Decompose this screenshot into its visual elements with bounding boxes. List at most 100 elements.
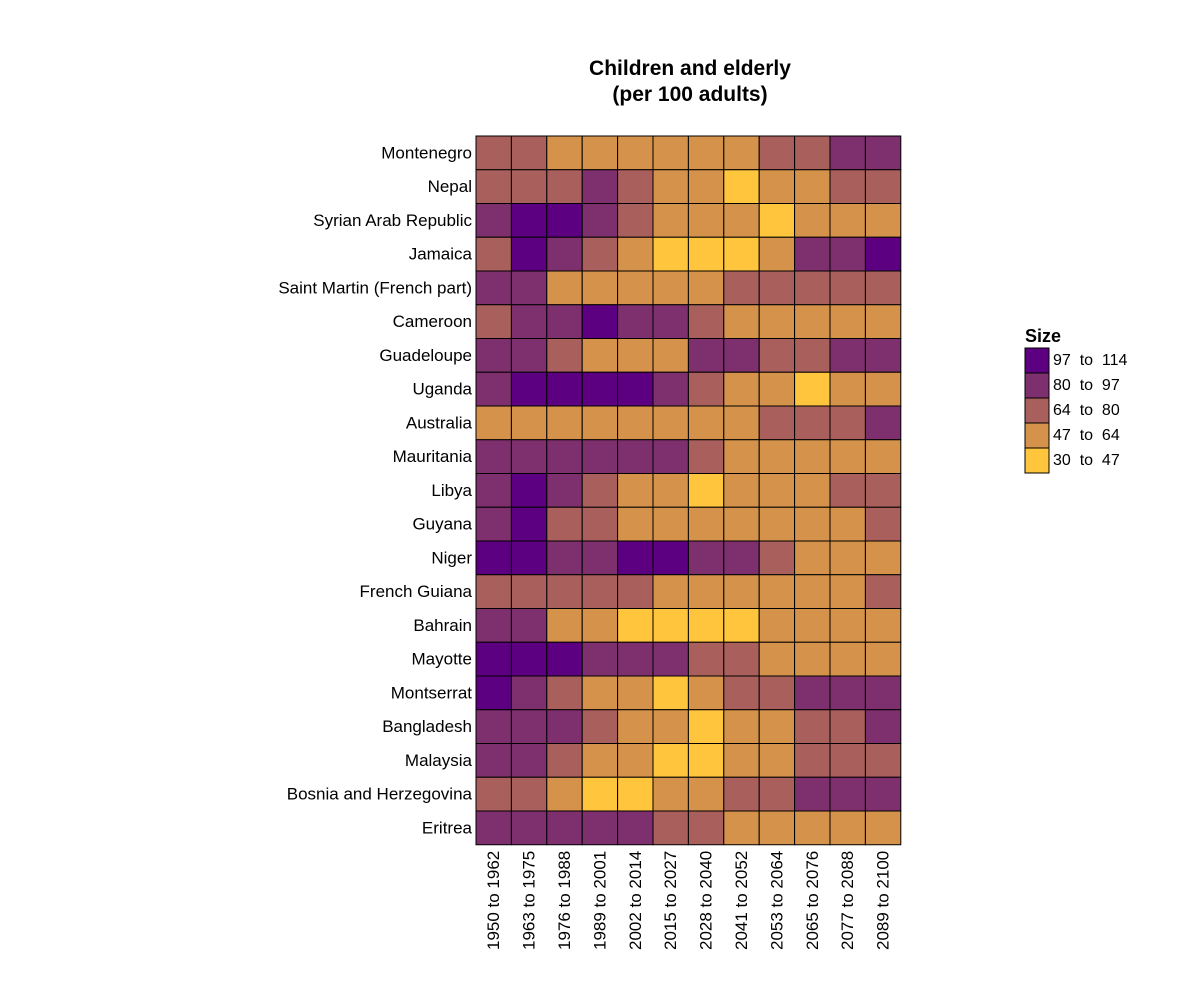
heatmap-cell <box>652 304 689 339</box>
heatmap-cell <box>475 338 512 373</box>
heatmap-cell <box>546 439 583 474</box>
x-tick-label: 1989 to 2001 <box>590 851 609 950</box>
heatmap-cell <box>687 371 725 407</box>
heatmap-cell <box>864 236 902 272</box>
heatmap-cell <box>510 776 548 812</box>
heatmap-cell <box>475 405 512 441</box>
heatmap-cell <box>864 574 902 609</box>
heatmap-cell <box>758 270 796 306</box>
heatmap-cell <box>546 135 583 171</box>
heatmap-cell <box>546 743 583 778</box>
heatmap-cell <box>864 439 902 474</box>
heatmap-cell <box>510 203 548 238</box>
heatmap-cell <box>794 574 831 609</box>
heatmap-cell <box>581 405 619 441</box>
heatmap-cell <box>829 776 866 812</box>
heatmap-cell <box>723 608 760 643</box>
y-tick-label: French Guiana <box>360 582 473 601</box>
heatmap-cell <box>864 304 902 339</box>
heatmap-cell <box>652 338 689 373</box>
heatmap-cell <box>581 236 619 272</box>
heatmap-cell <box>794 135 831 171</box>
heatmap-cell <box>864 540 902 576</box>
heatmap-cell <box>617 203 654 238</box>
heatmap-cell <box>794 169 831 204</box>
heatmap-cell <box>475 203 512 238</box>
heatmap-cell <box>652 776 689 812</box>
heatmap-cell <box>546 169 583 204</box>
heatmap-cell <box>617 506 654 542</box>
heatmap-cell <box>758 506 796 542</box>
heatmap-cell <box>475 439 512 474</box>
heatmap-cell <box>546 776 583 812</box>
y-tick-label: Montserrat <box>391 683 473 702</box>
heatmap-cell <box>829 270 866 306</box>
heatmap-cell <box>510 135 548 171</box>
heatmap-cell <box>794 506 831 542</box>
heatmap-cell <box>546 270 583 306</box>
heatmap-cell <box>723 338 760 373</box>
heatmap-cell <box>475 574 512 609</box>
x-tick-label: 2065 to 2076 <box>803 851 822 950</box>
heatmap-cell <box>864 405 902 441</box>
heatmap-cell <box>475 304 512 339</box>
heatmap-cell <box>475 371 512 407</box>
heatmap-cell <box>546 810 583 846</box>
heatmap-cell <box>581 371 619 407</box>
y-tick-label: Australia <box>406 413 473 432</box>
heatmap-cell <box>794 641 831 677</box>
heatmap-cell <box>758 776 796 812</box>
heatmap-cell <box>829 810 866 846</box>
heatmap-cell <box>723 641 760 677</box>
heatmap-cell <box>687 203 725 238</box>
heatmap-cell <box>723 439 760 474</box>
heatmap-cell <box>546 371 583 407</box>
heatmap-cell <box>581 540 619 576</box>
x-tick-label: 2041 to 2052 <box>732 851 751 950</box>
legend-label: 80 to 97 <box>1053 377 1120 394</box>
heatmap-cell <box>546 709 583 744</box>
heatmap-cell <box>475 810 512 846</box>
heatmap-cell <box>758 675 796 711</box>
y-tick-label: Uganda <box>412 380 472 399</box>
heatmap-cell <box>546 608 583 643</box>
heatmap-cell <box>617 135 654 171</box>
heatmap-cell <box>581 203 619 238</box>
y-tick-label: Mauritania <box>393 447 473 466</box>
y-tick-label: Eritrea <box>422 818 473 837</box>
heatmap-cell <box>510 439 548 474</box>
y-tick-label: Cameroon <box>393 312 472 331</box>
heatmap-cell <box>617 338 654 373</box>
heatmap-cell <box>829 135 866 171</box>
heatmap-cell <box>652 675 689 711</box>
x-tick-label: 1963 to 1975 <box>520 851 539 950</box>
y-axis-labels: Montenegro Nepal Syrian Arab Republic Jamai… <box>278 143 472 837</box>
heatmap-cell <box>687 506 725 542</box>
heatmap-cell <box>829 439 866 474</box>
chart-subtitle: (per 100 adults) <box>612 83 768 106</box>
heatmap-cell <box>723 540 760 576</box>
y-tick-label: Niger <box>431 548 472 567</box>
heatmap-cell <box>617 641 654 677</box>
heatmap-cell <box>794 810 831 846</box>
heatmap-cell <box>687 236 725 272</box>
heatmap-cell <box>794 371 831 407</box>
heatmap-cell <box>687 743 725 778</box>
heatmap-cell <box>510 743 548 778</box>
heatmap-cell <box>617 236 654 272</box>
heatmap-cell <box>723 135 760 171</box>
heatmap-cell <box>687 270 725 306</box>
heatmap-cell <box>617 169 654 204</box>
heatmap-cell <box>687 439 725 474</box>
y-tick-label: Bangladesh <box>382 717 472 736</box>
heatmap-cell <box>829 540 866 576</box>
heatmap-cell <box>581 675 619 711</box>
legend-swatch <box>1024 422 1050 449</box>
heatmap-cell <box>581 135 619 171</box>
heatmap-cell <box>581 270 619 306</box>
heatmap-cell <box>510 371 548 407</box>
heatmap-cell <box>510 506 548 542</box>
x-tick-label: 1976 to 1988 <box>555 851 574 950</box>
heatmap-cell <box>758 236 796 272</box>
